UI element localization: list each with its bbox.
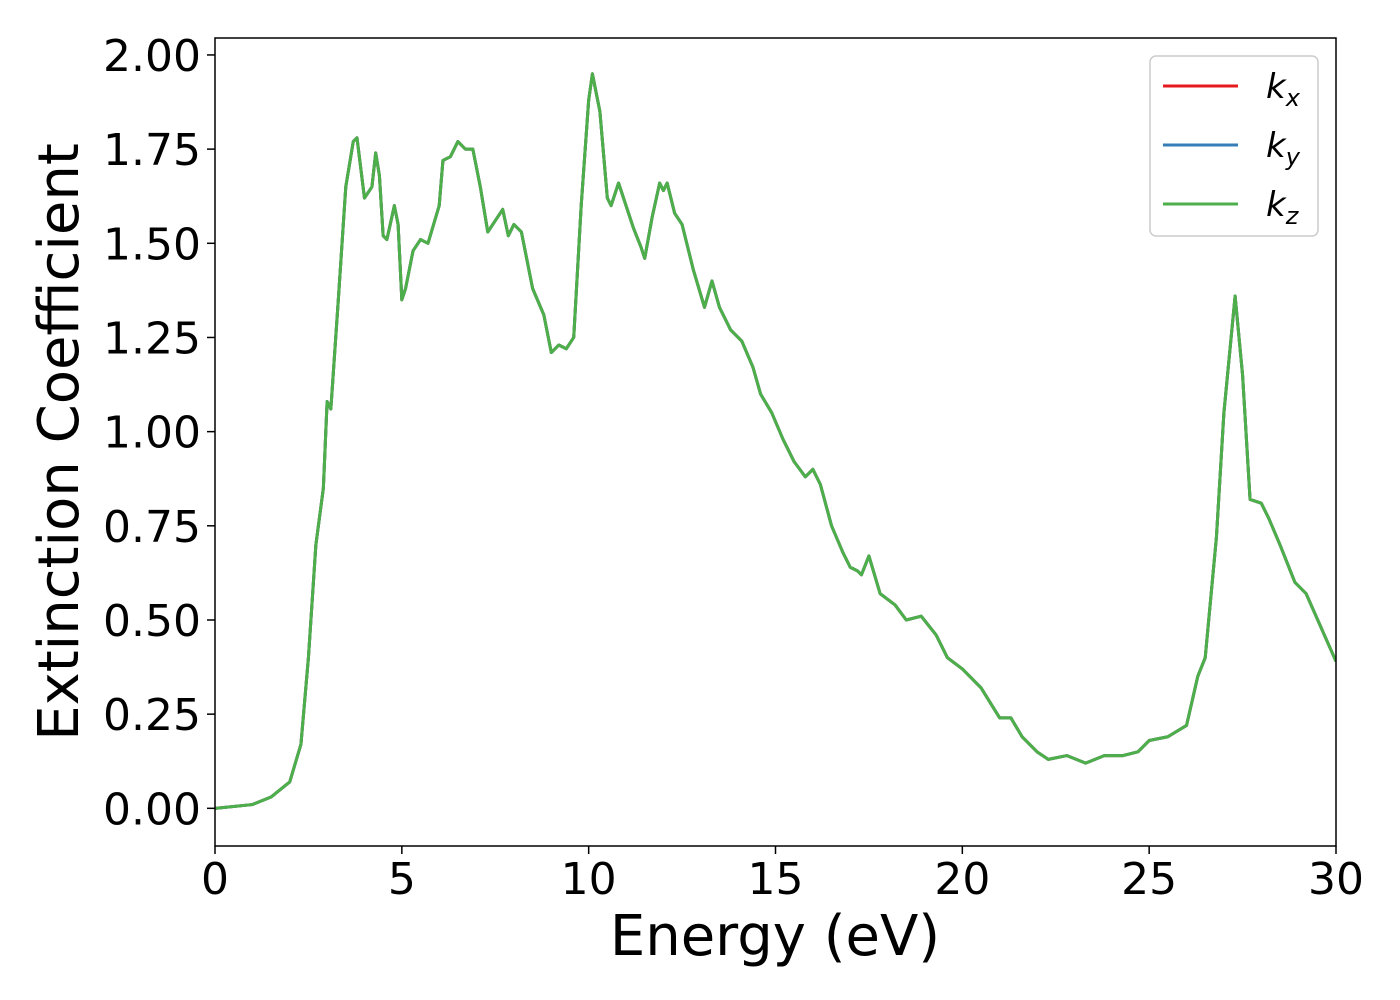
x-tick-label: 15 [748, 854, 804, 905]
x-axis-label: Energy (eV) [610, 904, 940, 969]
x-tick-label: 0 [201, 854, 229, 905]
x-tick-label: 5 [388, 854, 416, 905]
y-tick-label: 0.25 [103, 690, 201, 741]
y-tick-label: 1.75 [103, 125, 201, 176]
y-tick-label: 1.00 [103, 408, 201, 459]
plot-area [215, 72, 1336, 810]
y-axis-label: Extinction Coefficient [27, 143, 92, 741]
y-tick-label: 1.50 [103, 219, 201, 270]
legend-label: kx [1266, 67, 1301, 112]
x-tick-label: 30 [1308, 854, 1364, 905]
y-tick-label: 1.25 [103, 313, 201, 364]
x-tick-label: 25 [1121, 854, 1177, 905]
y-tick-label: 0.00 [103, 784, 201, 835]
legend-label: kz [1266, 185, 1300, 230]
y-tick-label: 0.50 [103, 596, 201, 647]
y-tick-label: 0.75 [103, 502, 201, 553]
axes-frame [214, 37, 1337, 847]
data-line [215, 72, 1336, 810]
y-tick-label: 2.00 [103, 31, 201, 82]
legend-label: ky [1266, 126, 1301, 171]
x-tick-label: 10 [561, 854, 617, 905]
x-tick-label: 20 [934, 854, 990, 905]
